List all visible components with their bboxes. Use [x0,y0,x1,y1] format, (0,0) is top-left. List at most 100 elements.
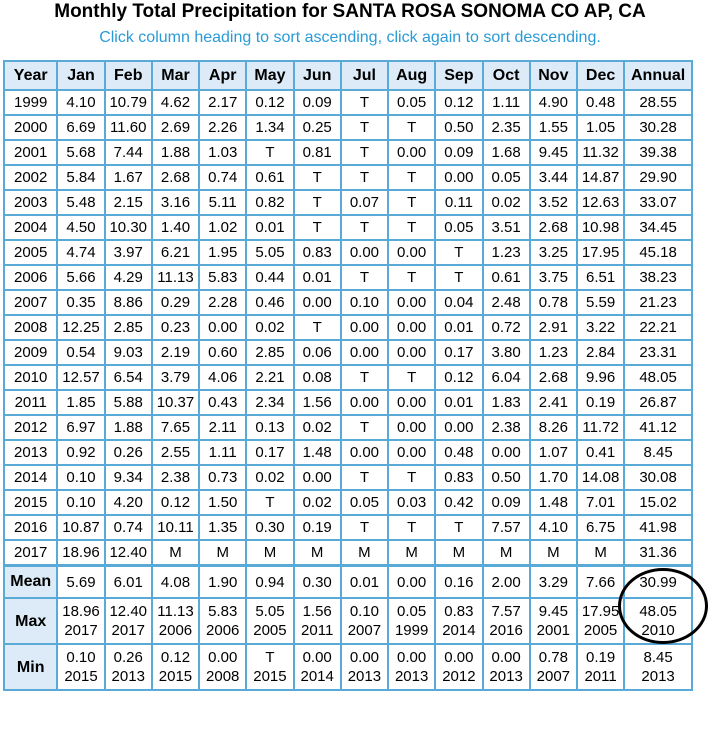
max-year: 2001 [536,622,571,639]
precip-cell: M [339,539,390,567]
precip-cell: 0.54 [56,339,106,366]
year-cell: 2005 [2,239,59,266]
column-heading-annual[interactable]: Annual [623,60,693,91]
column-heading-year[interactable]: Year [2,60,59,91]
min-year: 2015 [158,668,193,685]
min-value: 0.00 [444,649,474,666]
precip-cell: 2.91 [528,314,578,341]
column-heading-sep[interactable]: Sep [434,60,484,91]
precip-cell: M [198,539,248,567]
precip-cell: 0.02 [292,489,342,516]
table-row: 2006 5.66 4.29 11.13 5.83 0.44 0.01 T T T 0.61 3.75… [2,264,693,291]
precip-cell: 5.88 [103,389,153,416]
precip-cell: 0.02 [245,314,295,341]
precip-cell: 7.65 [150,414,201,441]
precip-cell: 0.61 [245,164,295,191]
max-value: 11.13 [157,603,194,620]
max-value: 1.56 [302,603,332,620]
min-cell: 0.00 2012 [434,643,484,691]
precip-cell: 0.12 [434,89,484,116]
page-title: Monthly Total Precipitation for SANTA RO… [54,1,646,22]
column-heading-jul[interactable]: Jul [339,60,390,91]
max-value: 0.10 [349,603,380,620]
min-cell: 0.10 2015 [56,643,106,691]
precip-cell: 1.70 [528,464,578,491]
precip-cell: 0.00 [339,314,390,341]
min-year: 2015 [64,668,98,685]
column-heading-dec[interactable]: Dec [575,60,626,91]
year-cell: 2002 [2,164,59,191]
precip-cell: T [434,264,484,291]
min-year: 2013 [347,668,382,685]
precip-cell: T [387,189,437,216]
column-heading-apr[interactable]: Apr [198,60,248,91]
precip-cell: T [245,489,295,516]
precip-cell: 41.12 [623,414,693,441]
year-cell: 1999 [2,89,59,116]
precip-cell: 0.30 [245,514,295,541]
precip-cell: T [339,214,390,241]
precip-cell: 7.57 [481,514,531,541]
precip-cell: 8.26 [528,414,578,441]
precip-cell: T [387,164,437,191]
year-cell: 2012 [2,414,59,441]
precip-cell: T [434,514,484,541]
table-row: 2015 0.10 4.20 0.12 1.50 T 0.02 0.05 0.03 0.42 0.0… [2,489,693,516]
precip-cell: 1.48 [292,439,342,466]
table-row: 2004 4.50 10.30 1.40 1.02 0.01 T T T 0.05 3.51 2.68… [2,214,693,241]
precip-cell: 1.34 [245,114,295,141]
precip-cell: 2.19 [150,339,201,366]
column-heading-oct[interactable]: Oct [481,60,531,91]
precip-cell: 1.95 [198,239,248,266]
precip-cell: 1.88 [150,139,201,166]
year-cell: 2006 [2,264,59,291]
precip-cell: 0.00 [387,389,437,416]
column-heading-feb[interactable]: Feb [103,60,153,91]
precip-cell: 10.98 [575,214,626,241]
mean-cell: 3.29 [528,564,578,599]
precip-cell: 0.05 [339,489,390,516]
precip-cell: 9.03 [103,339,153,366]
min-year: 2015 [253,668,287,685]
precip-cell: 3.25 [528,239,578,266]
precip-cell: M [481,539,531,567]
precip-cell: 3.16 [150,189,201,216]
precip-cell: M [245,539,295,567]
precip-cell: 0.83 [434,464,484,491]
precip-cell: 2.69 [150,114,201,141]
column-heading-may[interactable]: May [245,60,295,91]
precip-cell: 0.00 [198,314,248,341]
column-heading-mar[interactable]: Mar [150,60,201,91]
min-cell: 0.19 2011 [575,643,626,691]
min-value: 0.78 [538,649,568,666]
precip-cell: 2.35 [481,114,531,141]
precip-cell: 0.10 [56,489,106,516]
column-heading-jan[interactable]: Jan [56,60,106,91]
mean-cell: 0.16 [434,564,484,599]
precip-cell: 10.79 [103,89,153,116]
precip-cell: 5.83 [198,264,248,291]
max-year: 2007 [347,622,382,639]
max-value: 18.96 [62,603,100,620]
precip-cell: T [339,414,390,441]
precip-cell: T [339,89,390,116]
year-cell: 2004 [2,214,59,241]
precip-cell: M [434,539,484,567]
year-cell: 2017 [2,539,59,567]
column-heading-jun[interactable]: Jun [292,60,342,91]
column-heading-nov[interactable]: Nov [528,60,578,91]
precip-cell: T [434,239,484,266]
precip-cell: 0.42 [434,489,484,516]
precip-cell: 0.26 [103,439,153,466]
precip-cell: 1.02 [198,214,248,241]
max-year: 2017 [111,622,145,639]
precip-cell: T [339,139,390,166]
column-heading-aug[interactable]: Aug [387,60,437,91]
max-year: 2016 [489,622,523,639]
precip-cell: 0.92 [56,439,106,466]
precip-cell: 6.97 [56,414,106,441]
min-year: 2008 [206,668,240,685]
table-row: 2002 5.84 1.67 2.68 0.74 0.61 T T T 0.00 0.05 3.44 1… [2,164,693,191]
precip-cell: 0.00 [387,239,437,266]
precip-cell: 0.25 [292,114,342,141]
